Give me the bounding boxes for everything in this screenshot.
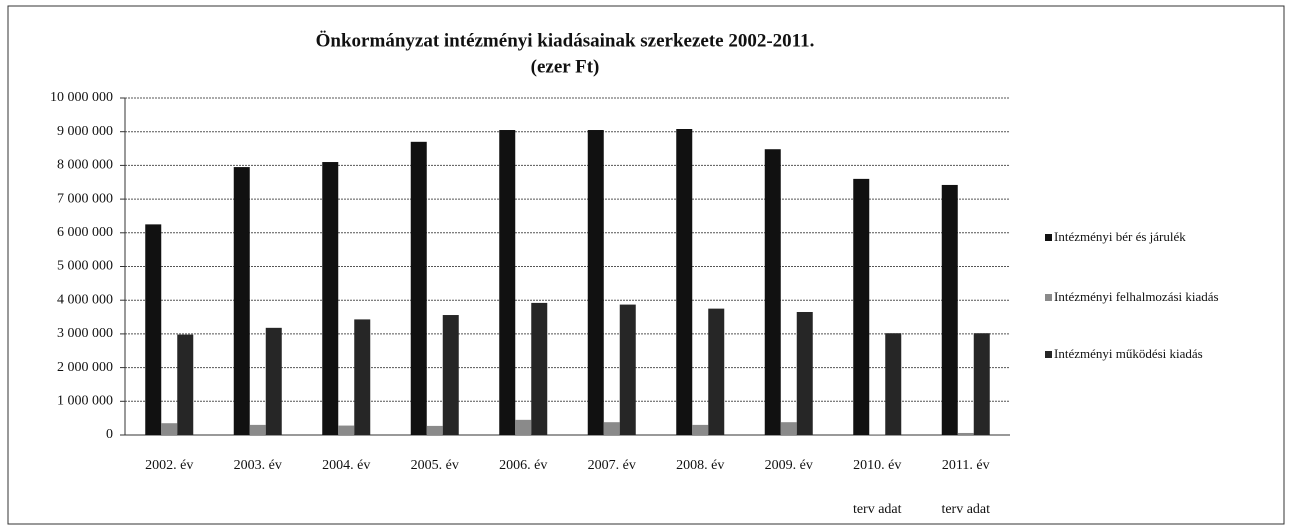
legend-swatch [1045,294,1052,301]
x-tick-label: 2002. év [145,458,193,473]
y-tick-label: 10 000 000 [50,90,113,105]
bar [265,327,282,435]
y-tick-label: 0 [106,427,113,442]
bar [515,419,532,435]
legend-swatch [1045,351,1052,358]
bar [322,162,339,435]
legend-label: Intézményi bér és járulék [1054,229,1186,244]
x-tick-label: 2005. év [411,458,459,473]
x-tick-label: 2006. év [499,458,547,473]
bar [796,311,813,435]
chart-title: Önkormányzat intézményi kiadásainak szer… [316,30,815,51]
bar [603,422,620,435]
bar [531,302,548,435]
bar [442,315,459,435]
y-tick-label: 6 000 000 [57,225,113,240]
bar [708,308,725,435]
bar [161,423,178,435]
bar [426,425,443,435]
x-tick-label: 2011. év [942,458,990,473]
bar [499,130,516,435]
bar [177,334,194,435]
chart-subtitle: (ezer Ft) [531,56,600,77]
bar [780,422,797,435]
chart-frame [7,5,1285,525]
y-tick-label: 7 000 000 [57,191,113,206]
x-tick-label: 2003. év [234,458,282,473]
y-tick-label: 9 000 000 [57,124,113,139]
legend-label: Intézményi működési kiadás [1054,346,1203,361]
bar [249,424,266,435]
x-tick-label: terv adat [853,502,902,517]
bar [973,333,990,435]
x-tick-label: terv adat [941,502,990,517]
bar [941,184,958,435]
y-tick-label: 1 000 000 [57,394,113,409]
bar [885,333,902,435]
bar [145,224,162,435]
bar [354,319,371,435]
y-tick-label: 3 000 000 [57,326,113,341]
bar [587,130,604,435]
bar [764,149,781,435]
x-tick-label: 2004. év [322,458,370,473]
bar [619,304,636,435]
bar [338,425,355,435]
bar [692,424,709,435]
x-tick-label: 2009. év [765,458,813,473]
x-tick-label: 2007. év [588,458,636,473]
y-tick-label: 5 000 000 [57,259,113,274]
x-tick-label: 2008. év [676,458,724,473]
bar [853,178,870,435]
bar [957,432,974,435]
bar [676,129,693,435]
legend-label: Intézményi felhalmozási kiadás [1054,289,1219,304]
y-tick-label: 2 000 000 [57,360,113,375]
bar [410,141,427,435]
y-tick-label: 8 000 000 [57,158,113,173]
y-tick-label: 4 000 000 [57,292,113,307]
legend-swatch [1045,234,1052,241]
bar [233,167,250,435]
bar [869,434,886,435]
x-tick-label: 2010. év [853,458,901,473]
